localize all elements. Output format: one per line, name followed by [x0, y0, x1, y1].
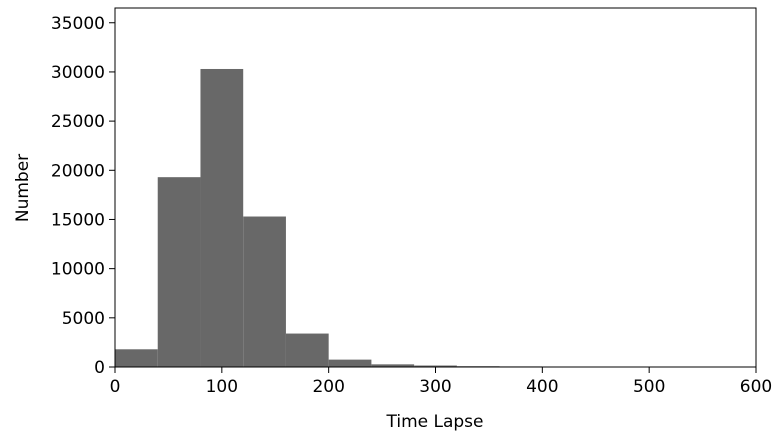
y-tick-label: 30000	[51, 63, 105, 83]
histogram-bar	[243, 216, 286, 367]
x-tick-label: 600	[740, 377, 772, 397]
x-tick-label: 0	[110, 377, 121, 397]
y-tick-label: 15000	[51, 210, 105, 230]
y-tick-label: 0	[94, 358, 105, 378]
x-tick-label: 500	[633, 377, 665, 397]
y-tick-label: 5000	[62, 309, 105, 329]
histogram-bar	[371, 364, 415, 367]
y-tick-label: 35000	[51, 14, 105, 34]
x-axis-label: Time Lapse	[385, 412, 483, 432]
y-tick-label: 10000	[51, 260, 105, 280]
y-axis: 0 5000 10000 15000 20000 25000 30000 35000	[51, 14, 115, 378]
y-tick-label: 25000	[51, 112, 105, 132]
histogram-bar	[414, 365, 457, 367]
histogram-bar	[200, 68, 244, 367]
y-tick-label: 20000	[51, 161, 105, 181]
histogram-bar	[115, 349, 158, 367]
x-tick-label: 300	[419, 377, 451, 397]
x-axis: 0 100 200 300 400 500 600	[110, 367, 772, 397]
histogram-bar	[328, 359, 372, 367]
histogram-bar	[285, 333, 329, 367]
x-tick-label: 400	[526, 377, 558, 397]
bars-group	[115, 68, 543, 367]
y-axis-label: Number	[13, 154, 33, 222]
x-tick-label: 100	[206, 377, 238, 397]
x-tick-label: 200	[312, 377, 344, 397]
histogram-bar	[157, 177, 201, 367]
